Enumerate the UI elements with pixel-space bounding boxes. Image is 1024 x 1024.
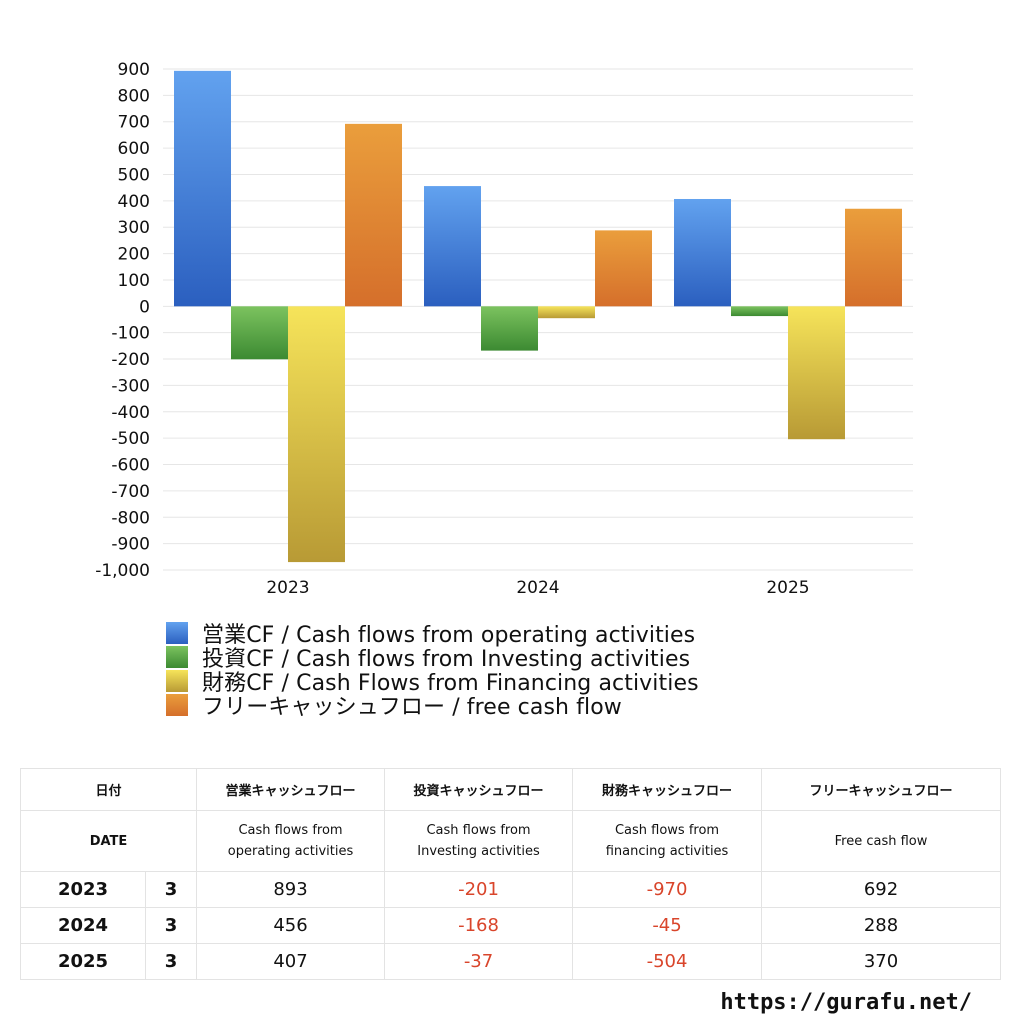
legend-swatch-free-cash-flow [166,694,188,716]
y-tick-label: -400 [111,403,150,423]
cell-financing: -45 [572,907,763,944]
cell-investing: -201 [384,871,574,908]
cell-investing: -168 [384,907,574,944]
row-month: 3 [144,907,198,944]
row-year: 2023 [20,871,146,908]
legend-label-free-cash-flow: フリーキャッシュフロー / free cash flow [202,695,622,720]
bar-2024-series-0 [424,186,481,307]
x-tick-label: 2024 [516,578,559,598]
bar-2023-series-1 [231,306,288,360]
table-row: 2025 3 407 -37 -504 370 [20,943,1002,980]
bar-2024-series-1 [481,306,538,351]
y-tick-label: 800 [118,86,150,106]
x-tick-label: 2023 [266,578,309,598]
bar-2024-series-2 [538,306,595,319]
y-tick-label: 700 [118,113,150,133]
y-tick-label: -700 [111,482,150,502]
table-header-row-en: DATE Cash flows from operating activitie… [19,810,1002,872]
header-operating-jp: 営業キャッシュフロー [196,768,386,811]
y-tick-label: -600 [111,456,150,476]
y-tick-label: -800 [111,508,150,528]
row-month: 3 [144,943,198,980]
y-tick-label: 300 [118,218,150,238]
legend-label-investing: 投資CF / Cash flows from Investing activit… [202,647,691,672]
bar-2023-series-3 [345,123,402,307]
cell-operating: 407 [196,943,386,980]
y-tick-label: -300 [111,376,150,396]
legend-item-operating: 営業CF / Cash flows from operating activit… [166,621,699,648]
legend-label-operating: 営業CF / Cash flows from operating activit… [202,623,696,648]
table-row: 2024 3 456 -168 -45 288 [20,907,1002,944]
cash-flow-table: 日付 営業キャッシュフロー 投資キャッシュフロー 財務キャッシュフロー フリーキ… [19,768,1002,980]
header-investing-jp: 投資キャッシュフロー [384,768,574,811]
y-tick-label: 0 [139,297,150,317]
bar-2025-series-3 [845,208,902,307]
bar-2023-series-2 [288,306,345,563]
legend-swatch-financing [166,670,188,692]
header-financing-en: Cash flows from financing activities [572,810,763,872]
header-investing-en: Cash flows from Investing activities [384,810,574,872]
header-free-cash-flow-en: Free cash flow [761,810,1002,872]
cell-financing: -970 [572,871,763,908]
y-tick-label: 500 [118,165,150,185]
bar-2024-series-3 [595,230,652,307]
header-operating-en: Cash flows from operating activities [196,810,386,872]
y-tick-label: 100 [118,271,150,291]
bar-2023-series-0 [174,70,231,307]
header-date-en: DATE [19,810,198,872]
header-date-jp: 日付 [19,768,198,811]
legend-swatch-investing [166,646,188,668]
y-tick-label: -900 [111,535,150,555]
row-year: 2025 [20,943,146,980]
y-tick-label: 400 [118,192,150,212]
y-tick-label: -500 [111,429,150,449]
cell-investing: -37 [384,943,574,980]
legend-item-free-cash-flow: フリーキャッシュフロー / free cash flow [166,693,699,720]
x-tick-label: 2025 [766,578,809,598]
y-tick-label: -200 [111,350,150,370]
cell-financing: -504 [572,943,763,980]
y-tick-label: -1,000 [95,561,150,581]
chart-legend: 営業CF / Cash flows from operating activit… [166,621,699,720]
header-financing-jp: 財務キャッシュフロー [572,768,763,811]
row-year: 2024 [20,907,146,944]
legend-item-financing: 財務CF / Cash Flows from Financing activit… [166,669,699,696]
y-tick-label: 900 [118,60,150,80]
row-month: 3 [144,871,198,908]
y-tick-label: 200 [118,245,150,265]
cell-free-cash-flow: 288 [761,907,1002,944]
cell-free-cash-flow: 370 [761,943,1002,980]
legend-label-financing: 財務CF / Cash Flows from Financing activit… [202,671,699,696]
legend-swatch-operating [166,622,188,644]
cell-operating: 893 [196,871,386,908]
table-row: 2023 3 893 -201 -970 692 [20,871,1002,908]
legend-item-investing: 投資CF / Cash flows from Investing activit… [166,645,699,672]
bar-2025-series-1 [731,306,788,317]
cell-free-cash-flow: 692 [761,871,1002,908]
y-tick-label: 600 [118,139,150,159]
cell-operating: 456 [196,907,386,944]
table-header-row-jp: 日付 営業キャッシュフロー 投資キャッシュフロー 財務キャッシュフロー フリーキ… [19,768,1002,811]
bar-2025-series-2 [788,306,845,440]
header-free-cash-flow-jp: フリーキャッシュフロー [761,768,1002,811]
bar-2025-series-0 [674,198,731,307]
site-url: https://gurafu.net/ [720,990,972,1015]
cash-flow-bar-chart: 900 800 700 600 500 400 300 200 100 0 -100 -200 -300… [95,60,913,598]
y-tick-label: -100 [111,324,150,344]
